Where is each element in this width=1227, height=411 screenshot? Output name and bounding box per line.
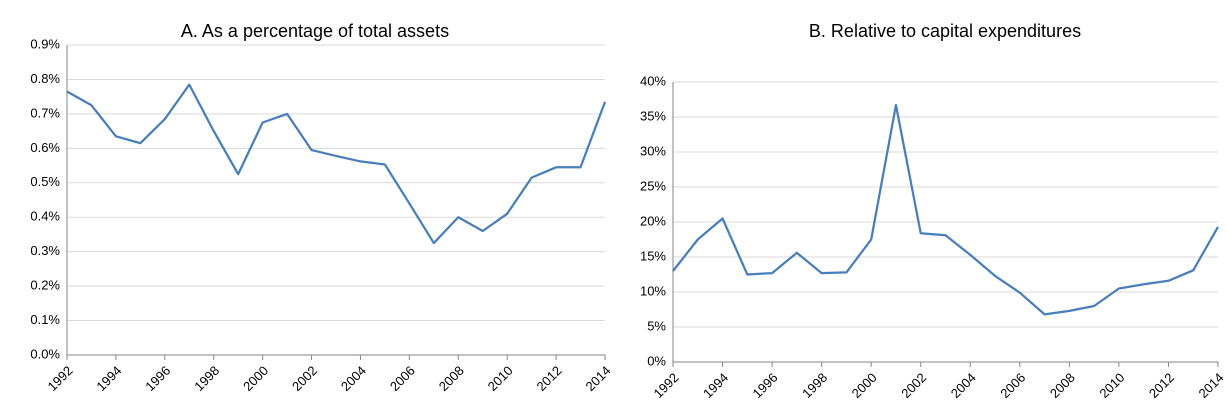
y-tick-label: 0.0% [30,346,60,361]
x-tick-label: 2010 [485,363,516,394]
x-tick-label: 2002 [289,363,320,394]
chart-title: B. Relative to capital expenditures [809,21,1081,41]
y-tick-label: 5% [647,318,666,333]
y-tick-label: 0.4% [30,209,60,224]
x-tick-label: 1994 [93,363,124,394]
x-tick-label: 1998 [799,370,830,401]
x-tick-label: 1994 [700,370,731,401]
x-tick-label: 2012 [1146,370,1177,401]
x-tick-label: 1996 [750,370,781,401]
x-tick-label: 2000 [849,370,880,401]
x-tick-label: 2002 [898,370,929,401]
y-tick-label: 40% [640,73,666,88]
x-tick-label: 2014 [1195,370,1226,401]
x-tick-label: 2012 [534,363,565,394]
y-tick-label: 25% [640,178,666,193]
x-tick-label: 2008 [436,363,467,394]
y-tick-label: 20% [640,213,666,228]
x-tick-label: 1992 [650,370,681,401]
x-tick-label: 2004 [948,370,979,401]
y-tick-label: 35% [640,108,666,123]
x-tick-label: 2008 [1047,370,1078,401]
x-tick-label: 2014 [582,363,613,394]
x-tick-label: 2004 [338,363,369,394]
x-tick-label: 1992 [44,363,75,394]
y-tick-label: 15% [640,248,666,263]
y-tick-label: 0.5% [30,174,60,189]
x-tick-label: 2000 [240,363,271,394]
y-tick-label: 0.1% [30,312,60,327]
y-tick-label: 0.3% [30,243,60,258]
x-tick-label: 1998 [191,363,222,394]
x-tick-label: 2010 [1096,370,1127,401]
data-line [66,83,607,245]
y-tick-label: 0.7% [30,105,60,120]
y-tick-label: 0.2% [30,278,60,293]
x-tick-label: 2006 [387,363,418,394]
y-tick-label: 0.9% [30,36,60,51]
y-tick-label: 10% [640,283,666,298]
y-tick-label: 30% [640,143,666,158]
y-tick-label: 0% [647,353,666,368]
x-tick-label: 1996 [142,363,173,394]
x-tick-label: 2006 [997,370,1028,401]
data-line [672,103,1219,316]
y-tick-label: 0.6% [30,140,60,155]
chart-title: A. As a percentage of total assets [181,21,449,41]
y-tick-label: 0.8% [30,71,60,86]
